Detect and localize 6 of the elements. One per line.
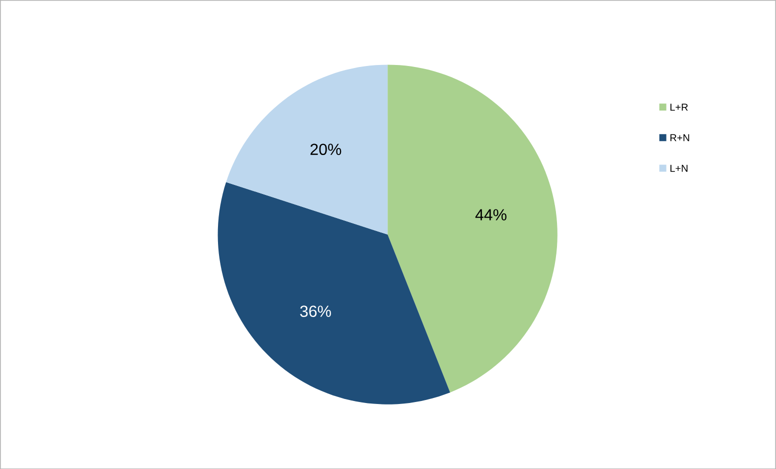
data-label: 44% (475, 209, 506, 220)
data-label: 20% (310, 144, 342, 155)
data-label: 36% (300, 306, 331, 317)
legend-label: L+R (670, 104, 688, 110)
legend-label: R+N (670, 134, 690, 142)
legend-label: L+N (670, 164, 688, 172)
